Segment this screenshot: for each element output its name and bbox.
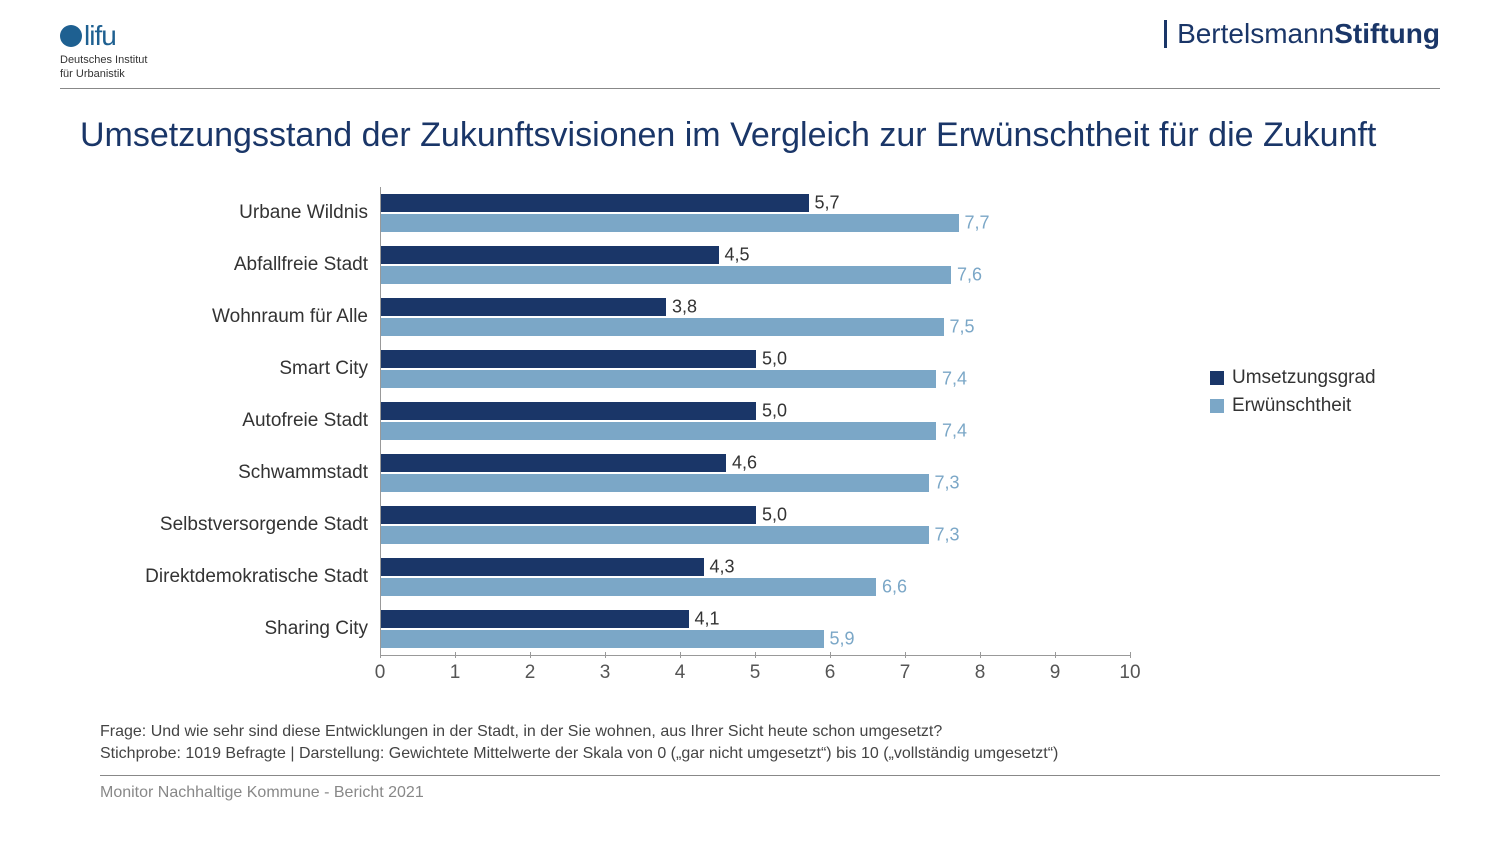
bar-erwuenschtheit: 7,4: [381, 370, 936, 388]
bertelsmann-thin: Bertelsmann: [1177, 18, 1334, 49]
bar-value-label: 7,4: [936, 368, 967, 389]
bar-value-label: 6,6: [876, 576, 907, 597]
bar-erwuenschtheit: 7,5: [381, 318, 944, 336]
x-tick-label: 2: [525, 662, 536, 684]
bar-value-label: 4,1: [689, 608, 720, 629]
category-label: Wohnraum für Alle: [100, 306, 380, 328]
x-tick-label: 0: [375, 662, 386, 684]
bar-umsetzungsgrad: 4,6: [381, 454, 726, 472]
footnote-line-2: Stichprobe: 1019 Befragte | Darstellung:…: [100, 743, 1440, 765]
bar-value-label: 5,0: [756, 348, 787, 369]
bar-umsetzungsgrad: 5,0: [381, 506, 756, 524]
x-axis: 012345678910: [380, 656, 1130, 686]
category-label: Smart City: [100, 358, 380, 380]
bar-row: 4,15,9: [381, 603, 1130, 655]
bar-value-label: 3,8: [666, 296, 697, 317]
category-label: Direktdemokratische Stadt: [100, 566, 380, 588]
category-label: Urbane Wildnis: [100, 202, 380, 224]
bertelsmann-bold: Stiftung: [1334, 18, 1440, 49]
x-tick-label: 10: [1119, 662, 1140, 684]
plot-area: 5,77,74,57,63,87,55,07,45,07,44,67,35,07…: [380, 187, 1130, 686]
category-label: Sharing City: [100, 618, 380, 640]
source-line: Monitor Nachhaltige Kommune - Bericht 20…: [100, 784, 1440, 802]
bar-umsetzungsgrad: 5,0: [381, 350, 756, 368]
bar-umsetzungsgrad: 5,0: [381, 402, 756, 420]
x-tick-label: 9: [1050, 662, 1061, 684]
bar-umsetzungsgrad: 4,1: [381, 610, 689, 628]
bar-value-label: 7,5: [944, 316, 975, 337]
bar-value-label: 5,9: [824, 628, 855, 649]
bar-value-label: 4,5: [719, 244, 750, 265]
bar-erwuenschtheit: 7,3: [381, 474, 929, 492]
bar-umsetzungsgrad: 4,5: [381, 246, 719, 264]
header: lifu Deutsches Institut für Urbanistik B…: [60, 20, 1440, 89]
bar-erwuenschtheit: 7,6: [381, 266, 951, 284]
bar-umsetzungsgrad: 3,8: [381, 298, 666, 316]
difu-logo-text: lifu: [84, 20, 116, 52]
footnote-line-1: Frage: Und wie sehr sind diese Entwicklu…: [100, 721, 1440, 743]
y-axis-labels: Urbane Wildnis Abfallfreie Stadt Wohnraum …: [100, 187, 380, 686]
bar-erwuenschtheit: 5,9: [381, 630, 824, 648]
bar-erwuenschtheit: 6,6: [381, 578, 876, 596]
bar-row: 4,36,6: [381, 551, 1130, 603]
bar-value-label: 5,0: [756, 400, 787, 421]
chart-title: Umsetzungsstand der Zukunftsvisionen im …: [80, 114, 1440, 157]
bar-value-label: 5,7: [809, 192, 840, 213]
bar-value-label: 7,6: [951, 264, 982, 285]
category-label: Schwammstadt: [100, 462, 380, 484]
bar-row: 5,07,3: [381, 499, 1130, 551]
bar-row: 5,07,4: [381, 395, 1130, 447]
bar-erwuenschtheit: 7,4: [381, 422, 936, 440]
bar-value-label: 7,7: [959, 212, 990, 233]
legend-label: Umsetzungsgrad: [1232, 367, 1376, 389]
bertelsmann-logo: BertelsmannStiftung: [1164, 20, 1440, 48]
x-tick-label: 8: [975, 662, 986, 684]
difu-subtitle-1: Deutsches Institut: [60, 54, 147, 66]
x-tick-label: 4: [675, 662, 686, 684]
bar-value-label: 7,3: [929, 472, 960, 493]
x-tick-label: 1: [450, 662, 461, 684]
bar-row: 5,77,7: [381, 187, 1130, 239]
bar-value-label: 7,3: [929, 524, 960, 545]
difu-circle-icon: [60, 25, 82, 47]
bar-value-label: 4,6: [726, 452, 757, 473]
x-tick-label: 3: [600, 662, 611, 684]
difu-subtitle-2: für Urbanistik: [60, 68, 147, 80]
category-label: Abfallfreie Stadt: [100, 254, 380, 276]
bar-row: 5,07,4: [381, 343, 1130, 395]
category-label: Selbstversorgende Stadt: [100, 514, 380, 536]
bar-value-label: 7,4: [936, 420, 967, 441]
legend-swatch-icon: [1210, 371, 1224, 385]
legend-item: Umsetzungsgrad: [1210, 367, 1376, 389]
category-label: Autofreie Stadt: [100, 410, 380, 432]
bar-erwuenschtheit: 7,3: [381, 526, 929, 544]
x-tick-label: 7: [900, 662, 911, 684]
legend: Umsetzungsgrad Erwünschtheit: [1210, 367, 1376, 423]
bar-row: 4,67,3: [381, 447, 1130, 499]
x-tick-label: 5: [750, 662, 761, 684]
bar-value-label: 5,0: [756, 504, 787, 525]
legend-swatch-icon: [1210, 399, 1224, 413]
footnote: Frage: Und wie sehr sind diese Entwicklu…: [100, 721, 1440, 777]
bar-row: 4,57,6: [381, 239, 1130, 291]
bar-row: 3,87,5: [381, 291, 1130, 343]
legend-label: Erwünschtheit: [1232, 395, 1351, 417]
bar-value-label: 4,3: [704, 556, 735, 577]
legend-item: Erwünschtheit: [1210, 395, 1376, 417]
x-tick-label: 6: [825, 662, 836, 684]
chart-container: Urbane Wildnis Abfallfreie Stadt Wohnraum …: [100, 187, 1440, 686]
difu-logo: lifu Deutsches Institut für Urbanistik: [60, 20, 147, 80]
bar-umsetzungsgrad: 4,3: [381, 558, 704, 576]
bar-umsetzungsgrad: 5,7: [381, 194, 809, 212]
bar-erwuenschtheit: 7,7: [381, 214, 959, 232]
